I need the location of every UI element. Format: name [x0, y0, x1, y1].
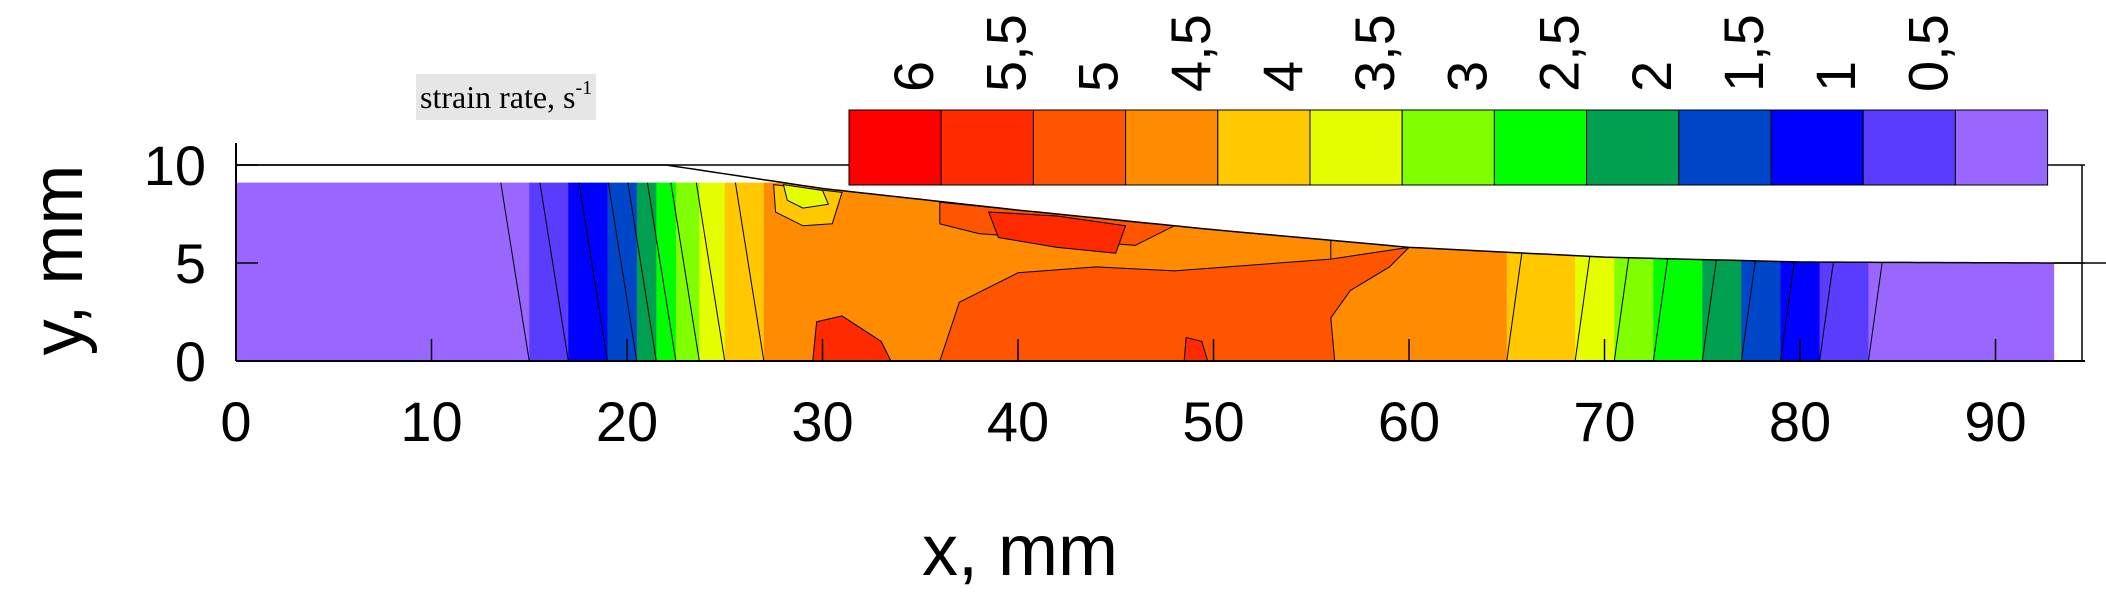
- contour-band: [1575, 182, 1615, 361]
- x-tick-label: 80: [1769, 390, 1831, 453]
- contour-region-peak-lower-left: [812, 315, 892, 361]
- contour-band: [1780, 182, 1821, 361]
- colorbar-label: 6: [882, 61, 945, 92]
- y-tick-label: 10: [144, 134, 206, 197]
- colorbar-label: 2: [1620, 61, 1683, 92]
- contour-line: [575, 182, 608, 361]
- contour-band: [675, 182, 700, 361]
- x-tick-label: 20: [596, 390, 658, 453]
- contour-band: [1741, 182, 1782, 361]
- x-tick-label: 40: [987, 390, 1049, 453]
- plot-area: [236, 164, 2106, 361]
- colorbar-swatch: [1032, 109, 1127, 186]
- x-tick-label: 10: [400, 390, 462, 453]
- colorbar-label: 1: [1804, 61, 1867, 92]
- colorbar-annotation: strain rate, s-1: [416, 74, 597, 120]
- contour-regions: [773, 183, 1411, 361]
- contour-region-hot-zone: [939, 246, 1411, 361]
- colorbar-swatch: [940, 109, 1034, 186]
- colorbar-label: 4: [1251, 61, 1314, 92]
- colorbar-label: 5: [1067, 61, 1130, 92]
- x-axis-title: x, mm: [922, 511, 1118, 591]
- annotation-superscript: -1: [575, 77, 593, 99]
- contour-line: [732, 182, 765, 361]
- colorbar-swatch: [1309, 109, 1403, 186]
- colorbar-label: 0,5: [1896, 14, 1959, 92]
- contour-line: [497, 182, 530, 361]
- contour-band: [724, 182, 765, 361]
- colorbar-label: 5,5: [974, 14, 1037, 92]
- contour-band: [607, 182, 638, 361]
- contour-band: [1819, 182, 1870, 361]
- domain-outline: [236, 164, 2106, 264]
- contour-line: [692, 182, 726, 361]
- contour-band: [656, 182, 677, 361]
- colorbar-swatch: [1954, 109, 2049, 186]
- contour-band: [1506, 182, 1576, 361]
- x-tick-label: 90: [1964, 390, 2026, 453]
- colorbar-label: 2,5: [1528, 14, 1591, 92]
- contour-line: [624, 182, 657, 361]
- contour-band: [1702, 182, 1742, 361]
- y-tick-label: 0: [175, 330, 206, 393]
- colorbar-label: 4,5: [1159, 14, 1222, 92]
- annotation-text: strain rate, s: [420, 79, 576, 115]
- contour-band: [1868, 182, 2055, 361]
- colorbar: 6 5,5 5 4,5 4 3,5 3 2,5 2 1,5 1 0,5: [848, 14, 2049, 186]
- contour-line: [605, 182, 638, 361]
- colorbar-swatch: [1586, 109, 1680, 186]
- y-axis-title: y, mm: [18, 165, 98, 356]
- contour-region-peak-upper: [987, 211, 1127, 254]
- contour-band: [568, 182, 609, 361]
- contour-line: [644, 182, 677, 361]
- x-tick-label: 70: [1573, 390, 1635, 453]
- colorbar-swatch: [1493, 109, 1588, 186]
- colorbar-swatch: [1862, 109, 1956, 186]
- colorbar-swatch: [848, 109, 942, 186]
- colorbar-swatch: [1770, 109, 1864, 186]
- x-tick-label: 30: [791, 390, 853, 453]
- colorbar-swatch: [1125, 109, 1219, 186]
- colorbar-label: 3,5: [1343, 14, 1406, 92]
- contour-band: [699, 182, 726, 361]
- contour-band: [236, 182, 530, 361]
- contour-line: [667, 182, 700, 361]
- contour-band: [529, 182, 569, 361]
- colorbar-swatch: [1217, 109, 1311, 186]
- contour-line: [536, 182, 569, 361]
- contour-region-peak-lower-mid: [1183, 336, 1209, 361]
- colorbar-label: 3: [1435, 61, 1498, 92]
- colorbar-swatch: [1678, 109, 1772, 186]
- contour-band: [636, 182, 657, 361]
- colorbar-label: 1,5: [1712, 14, 1775, 92]
- x-tick-label: 50: [1182, 390, 1244, 453]
- contour-region-coolest-upper: [782, 183, 830, 209]
- y-tick-label: 5: [175, 232, 206, 295]
- colorbar-swatch: [1401, 109, 1495, 186]
- x-tick-label: 60: [1378, 390, 1440, 453]
- x-tick-label: 0: [220, 390, 251, 453]
